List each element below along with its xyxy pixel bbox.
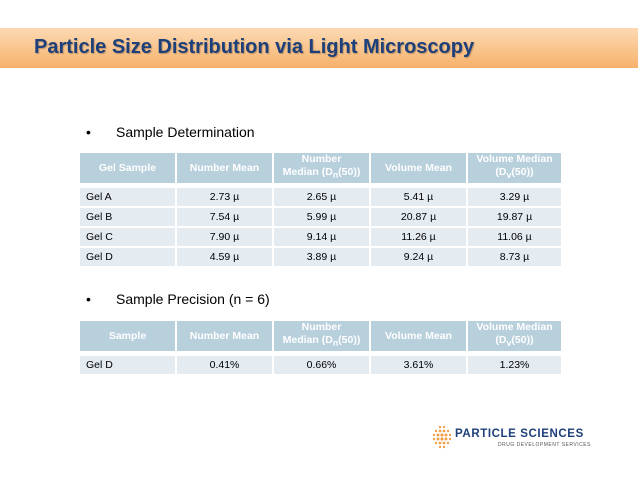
table-row: Gel A 2.73 µ 2.65 µ 5.41 µ 3.29 µ xyxy=(80,188,561,206)
cell-sample: Gel A xyxy=(80,188,175,206)
subscript: v xyxy=(506,170,512,181)
header-text: (50)) xyxy=(338,334,361,347)
header-number-mean: Number Mean xyxy=(177,321,272,351)
bullet-sample-precision: • Sample Precision (n = 6) xyxy=(86,291,270,307)
cell-volume-median: 1.23% xyxy=(468,356,561,374)
bullet-dot: • xyxy=(86,124,91,140)
header-text: (50)) xyxy=(338,166,361,179)
cell-volume-median: 11.06 µ xyxy=(468,228,561,246)
bullet-text: Sample Determination xyxy=(116,124,255,140)
sample-determination-table: Gel Sample Number Mean Number Median (Dn… xyxy=(78,151,563,268)
cell-number-mean: 7.90 µ xyxy=(177,228,272,246)
header-volume-mean: Volume Mean xyxy=(371,321,466,351)
cell-number-median: 2.65 µ xyxy=(274,188,369,206)
subscript: v xyxy=(506,338,512,349)
cell-number-median: 3.89 µ xyxy=(274,248,369,266)
header-text: Volume Median xyxy=(476,153,553,166)
cell-sample: Gel D xyxy=(80,356,175,374)
logo-tagline: DRUG DEVELOPMENT SERVICES xyxy=(498,442,591,448)
table-row: Gel D 4.59 µ 3.89 µ 9.24 µ 8.73 µ xyxy=(80,248,561,266)
table-row: Gel C 7.90 µ 9.14 µ 11.26 µ 11.06 µ xyxy=(80,228,561,246)
particle-sciences-logo-icon xyxy=(432,425,452,449)
cell-volume-mean: 9.24 µ xyxy=(371,248,466,266)
table-row: Gel B 7.54 µ 5.99 µ 20.87 µ 19.87 µ xyxy=(80,208,561,226)
header-number-mean: Number Mean xyxy=(177,153,272,183)
sample-precision-table: Sample Number Mean Number Median (Dn(50)… xyxy=(78,319,563,376)
cell-sample: Gel C xyxy=(80,228,175,246)
header-gel-sample: Gel Sample xyxy=(80,153,175,183)
cell-number-median: 5.99 µ xyxy=(274,208,369,226)
header-volume-median: Volume Median (Dv(50)) xyxy=(468,153,561,183)
cell-number-median: 9.14 µ xyxy=(274,228,369,246)
table-header-row: Gel Sample Number Mean Number Median (Dn… xyxy=(80,153,561,183)
header-text: Median (D xyxy=(282,166,333,179)
header-text: Number xyxy=(301,153,342,166)
header-number-median: Number Median (Dn(50)) xyxy=(274,153,369,183)
logo-name: PARTICLE SCIENCES xyxy=(455,428,584,440)
bullet-text: Sample Precision (n = 6) xyxy=(116,291,270,307)
header-text: (D xyxy=(495,166,507,179)
cell-volume-mean: 3.61% xyxy=(371,356,466,374)
cell-volume-median: 3.29 µ xyxy=(468,188,561,206)
cell-number-median: 0.66% xyxy=(274,356,369,374)
header-number-median: Number Median (Dn(50)) xyxy=(274,321,369,351)
header-text: Volume Median xyxy=(476,321,553,334)
header-text: Number xyxy=(301,321,342,334)
header-text: Median (D xyxy=(282,334,333,347)
cell-volume-mean: 5.41 µ xyxy=(371,188,466,206)
header-volume-median: Volume Median (Dv(50)) xyxy=(468,321,561,351)
cell-volume-mean: 11.26 µ xyxy=(371,228,466,246)
header-text: (50)) xyxy=(511,334,534,347)
cell-number-mean: 2.73 µ xyxy=(177,188,272,206)
cell-volume-median: 8.73 µ xyxy=(468,248,561,266)
header-volume-mean: Volume Mean xyxy=(371,153,466,183)
table-row: Gel D 0.41% 0.66% 3.61% 1.23% xyxy=(80,356,561,374)
subscript: n xyxy=(332,170,339,181)
cell-number-mean: 7.54 µ xyxy=(177,208,272,226)
title-band xyxy=(0,28,638,68)
cell-sample: Gel D xyxy=(80,248,175,266)
slide-title: Particle Size Distribution via Light Mic… xyxy=(34,36,475,58)
subscript: n xyxy=(332,338,339,349)
header-text: (50)) xyxy=(511,166,534,179)
header-sample: Sample xyxy=(80,321,175,351)
table-header-row: Sample Number Mean Number Median (Dn(50)… xyxy=(80,321,561,351)
cell-number-mean: 0.41% xyxy=(177,356,272,374)
cell-sample: Gel B xyxy=(80,208,175,226)
header-text: (D xyxy=(495,334,507,347)
bullet-sample-determination: • Sample Determination xyxy=(86,124,255,140)
cell-number-mean: 4.59 µ xyxy=(177,248,272,266)
cell-volume-mean: 20.87 µ xyxy=(371,208,466,226)
cell-volume-median: 19.87 µ xyxy=(468,208,561,226)
bullet-dot: • xyxy=(86,291,91,307)
